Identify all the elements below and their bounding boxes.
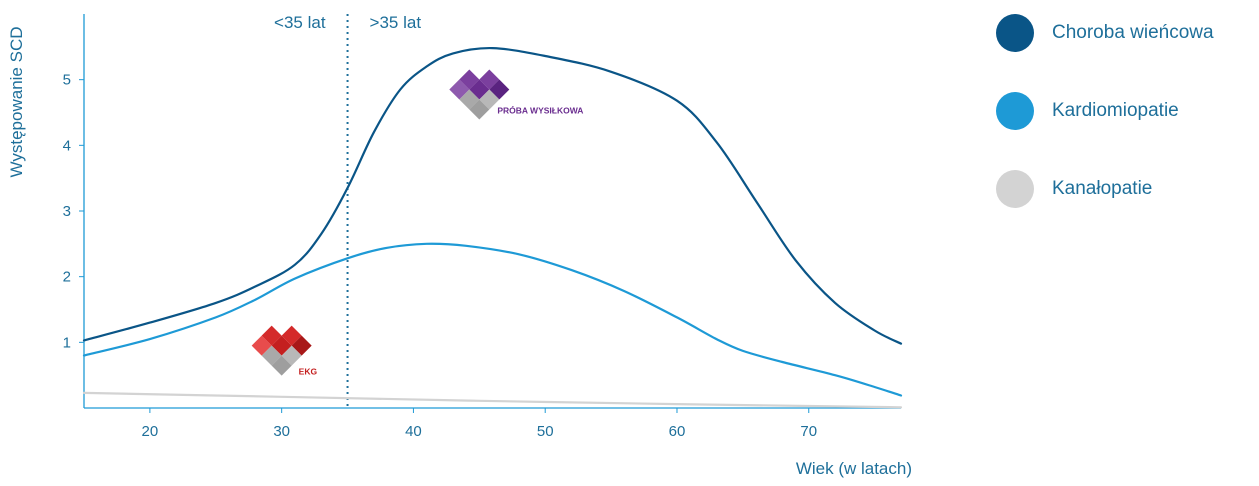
- y-tick-label: 4: [63, 137, 71, 154]
- y-tick-label: 3: [63, 203, 71, 220]
- legend-label: Choroba wieńcowa: [1052, 22, 1214, 43]
- line-kardiomiopatie: [82, 242, 903, 397]
- ticks: 20 30 40 50 60 70 1 2 3 4 5: [63, 72, 817, 440]
- x-tick-label: 50: [537, 423, 554, 440]
- x-tick-label: 30: [273, 423, 290, 440]
- y-tick-label: 2: [63, 269, 71, 286]
- legend-label: Kanałopatie: [1052, 178, 1153, 199]
- y-tick-label: 1: [63, 334, 71, 351]
- legend-swatch: [996, 92, 1034, 130]
- age-divider: <35 lat >35 lat: [274, 13, 421, 408]
- series-lines: [82, 46, 903, 409]
- legend-item: Kardiomiopatie: [996, 92, 1258, 170]
- ekg-badge: EKG: [251, 325, 318, 377]
- over-35-label: >35 lat: [370, 13, 422, 32]
- y-axis-title: Występowanie SCD: [7, 26, 26, 177]
- badge-label: PRÓBA WYSIŁKOWA: [497, 105, 583, 116]
- proba-wysilkowa-badge: PRÓBA WYSIŁKOWA: [449, 69, 583, 120]
- x-tick-label: 40: [405, 423, 422, 440]
- x-tick-label: 60: [669, 423, 686, 440]
- line-kanalopatie: [82, 391, 903, 409]
- x-tick-label: 70: [800, 423, 817, 440]
- x-tick-label: 20: [142, 423, 159, 440]
- badge-label: EKG: [299, 367, 318, 377]
- line-choroba-wiencowa: [82, 46, 903, 345]
- badge-diamond: [271, 355, 292, 376]
- legend-swatch: [996, 170, 1034, 208]
- x-axis-title: Wiek (w latach): [796, 459, 912, 478]
- legend-item: Kanałopatie: [996, 170, 1258, 248]
- badge-diamond: [469, 99, 490, 120]
- y-tick-label: 5: [63, 72, 71, 89]
- under-35-label: <35 lat: [274, 13, 326, 32]
- legend-label: Kardiomiopatie: [1052, 100, 1179, 121]
- annotation-badges: EKG PRÓBA WYSIŁKOWA: [251, 69, 583, 377]
- legend-item: Choroba wieńcowa: [996, 14, 1258, 92]
- legend-swatch: [996, 14, 1034, 52]
- legend: Choroba wieńcowa Kardiomiopatie Kanałopati…: [996, 14, 1258, 248]
